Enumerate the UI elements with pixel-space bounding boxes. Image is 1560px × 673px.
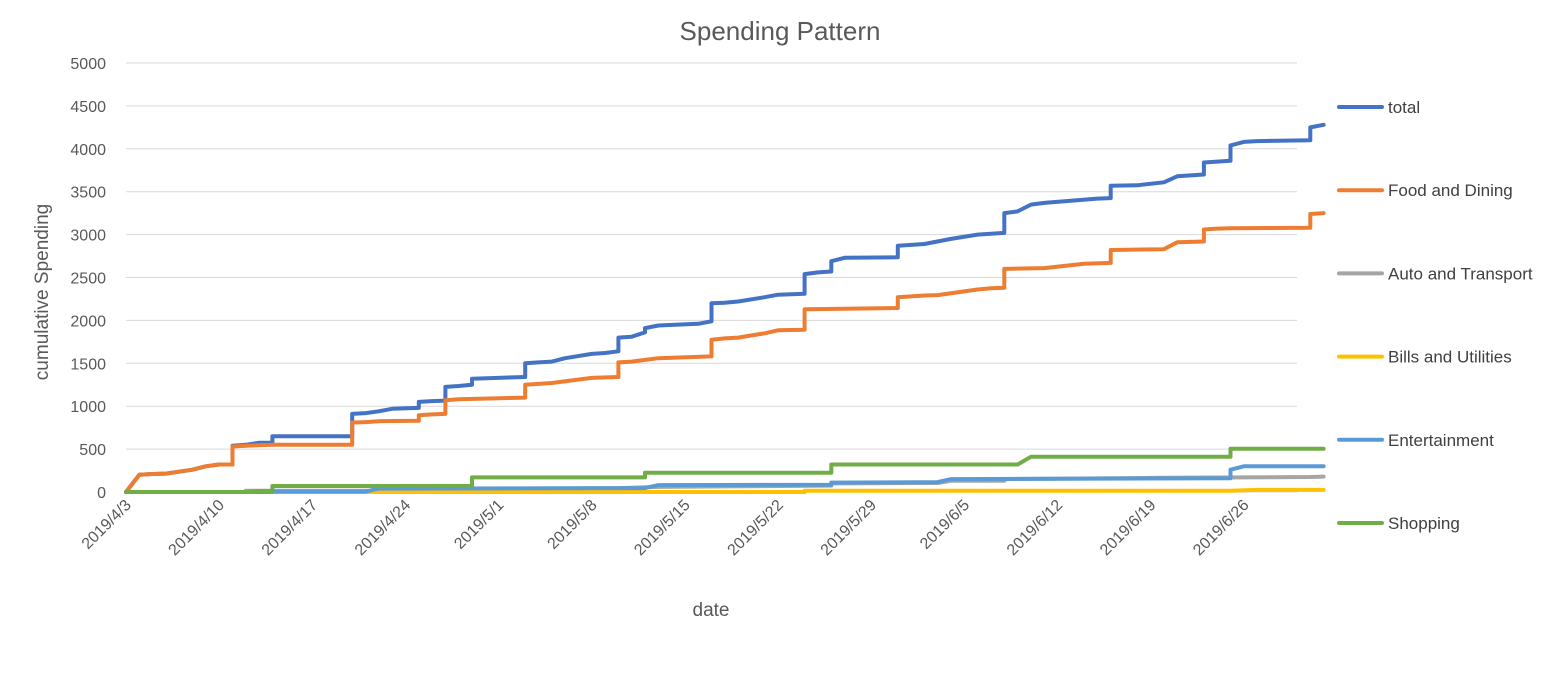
x-tick-label: 2019/4/17: [259, 497, 321, 559]
gridlines: [126, 62, 1297, 493]
x-tick-label: 2019/5/8: [545, 497, 601, 553]
chart-title: Spending Pattern: [680, 16, 881, 46]
x-tick-label: 2019/5/22: [725, 497, 787, 559]
x-tick-label: 2019/6/12: [1004, 497, 1066, 559]
y-tick-label: 2000: [70, 313, 106, 330]
y-tick-label: 500: [79, 442, 106, 459]
series-lines: [124, 122, 1326, 494]
y-tick-label: 3500: [70, 185, 106, 202]
y-axis-label: cumulative Spending: [32, 204, 53, 380]
series-line-bills-and-utilities: [124, 487, 1326, 494]
legend-label-total: total: [1388, 98, 1420, 117]
x-tick-label: 2019/6/19: [1097, 497, 1159, 559]
x-tick-label: 2019/4/24: [352, 497, 414, 559]
legend-label-shopping: Shopping: [1388, 514, 1460, 533]
x-axis-label: date: [693, 600, 730, 621]
series-line-entertainment: [124, 464, 1326, 494]
y-tick-label: 0: [97, 485, 106, 502]
series-line-total: [124, 122, 1326, 494]
y-tick-label: 2500: [70, 271, 106, 288]
legend-label-food-and-dining: Food and Dining: [1388, 181, 1513, 200]
x-tick-label: 2019/5/15: [631, 497, 693, 559]
x-tick-label: 2019/4/10: [166, 497, 228, 559]
x-axis-ticks: 2019/4/3 2019/4/10 2019/4/17 2019/4/24 2019/…: [79, 497, 1253, 559]
legend-label-auto-and-transport: Auto and Transport: [1388, 264, 1533, 283]
y-tick-label: 3000: [70, 228, 106, 245]
y-tick-label: 4500: [70, 99, 106, 116]
x-tick-label: 2019/6/26: [1190, 497, 1252, 559]
y-axis-ticks: 0 500 1000 1500 2000 2500 3000 3500 4000 4500 5000: [70, 56, 106, 502]
series-line-shopping: [124, 446, 1326, 494]
y-tick-label: 1500: [70, 356, 106, 373]
legend-label-bills-and-utilities: Bills and Utilities: [1388, 348, 1512, 367]
x-tick-label: 2019/5/29: [818, 497, 880, 559]
x-tick-label: 2019/5/1: [451, 497, 507, 553]
x-tick-label: 2019/6/5: [917, 497, 973, 553]
y-tick-label: 1000: [70, 399, 106, 416]
y-tick-label: 5000: [70, 56, 106, 73]
x-tick-label: 2019/4/3: [79, 497, 135, 553]
legend: total Food and Dining Auto and Transport Bi…: [1337, 98, 1533, 533]
legend-label-entertainment: Entertainment: [1388, 431, 1494, 450]
series-line-food-and-dining: [124, 211, 1326, 494]
y-tick-label: 4000: [70, 142, 106, 159]
